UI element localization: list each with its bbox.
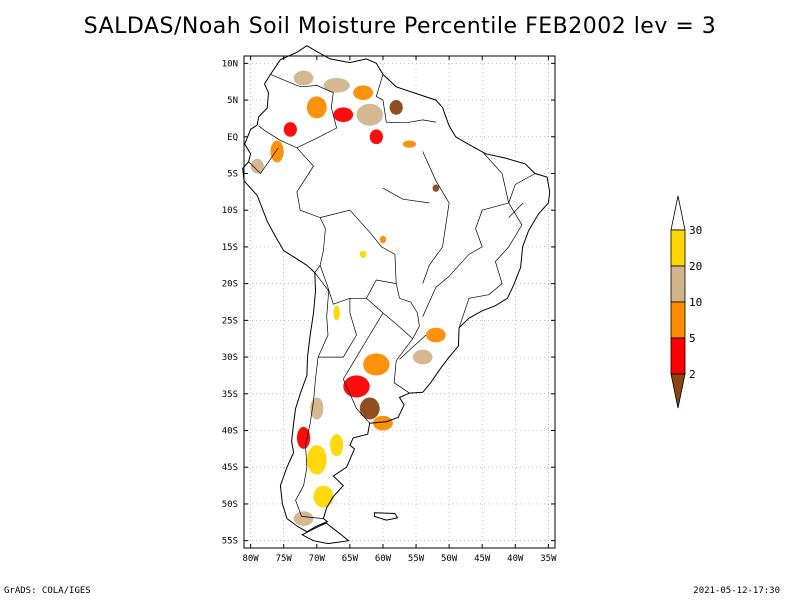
country-border xyxy=(468,151,510,255)
country-border xyxy=(295,272,330,519)
legend-swatch xyxy=(670,265,686,303)
country-border xyxy=(458,202,523,328)
lon-label: 55W xyxy=(408,554,425,564)
percentile-region xyxy=(373,415,393,431)
legend-swatch xyxy=(670,337,686,375)
country-border xyxy=(508,202,524,218)
lon-label: 70W xyxy=(309,554,326,564)
country-border xyxy=(422,151,450,284)
lat-label: EQ xyxy=(227,133,238,143)
percentile-region xyxy=(389,100,403,115)
percentile-region xyxy=(356,103,383,126)
lat-label: 10S xyxy=(222,206,238,216)
percentile-region xyxy=(369,129,383,145)
percentile-region xyxy=(306,96,327,119)
country-border xyxy=(342,312,384,424)
land-shading xyxy=(242,45,550,544)
coastline-outlines xyxy=(242,45,551,545)
legend-bottom-arrow xyxy=(670,373,686,409)
percentile-region xyxy=(343,375,370,398)
map-title: SALDAS/Noah Soil Moisture Percentile FEB… xyxy=(83,14,717,39)
percentile-region xyxy=(333,107,354,123)
country-border xyxy=(422,254,470,317)
lat-label: 50S xyxy=(222,500,238,510)
country-border xyxy=(393,338,413,394)
lat-label: 15S xyxy=(222,243,238,253)
percentile-region xyxy=(333,305,340,321)
lat-label: 20S xyxy=(222,280,238,290)
percentile-region xyxy=(353,85,374,101)
legend-label: 30 xyxy=(689,224,702,237)
lat-label: 25S xyxy=(222,316,238,326)
lon-label: 75W xyxy=(276,554,293,564)
longitude-labels: 80W 75W 70W 65W 60W 55W 50W 45W 40W 35W xyxy=(242,554,557,564)
lat-label: 5N xyxy=(227,96,238,106)
legend-label: 20 xyxy=(689,260,702,273)
legend-top-arrow xyxy=(670,195,686,231)
lat-label: 55S xyxy=(222,537,238,547)
country-border xyxy=(248,147,279,175)
percentile-region xyxy=(432,184,440,192)
falkland-islands-outline xyxy=(373,512,399,521)
percentile-region xyxy=(306,445,327,475)
percentile-region xyxy=(359,397,380,420)
legend-label: 2 xyxy=(689,368,696,381)
percentile-region xyxy=(250,158,264,174)
percentile-region xyxy=(359,250,367,258)
legend-swatch xyxy=(670,301,686,339)
percentile-region xyxy=(330,434,344,457)
percentile-region xyxy=(270,140,284,163)
map-frame xyxy=(243,55,556,549)
lat-label: 10N xyxy=(222,59,238,69)
axis-ticks xyxy=(244,56,555,548)
lat-label: 40S xyxy=(222,427,238,437)
country-border xyxy=(399,334,427,360)
country-border xyxy=(508,173,536,204)
percentile-region xyxy=(313,485,334,508)
country-border xyxy=(375,74,436,124)
percentile-region xyxy=(296,426,311,449)
percentile-region xyxy=(412,349,433,365)
color-legend: 30 20 10 5 2 xyxy=(670,195,702,409)
tierra-del-fuego-outline xyxy=(301,522,350,545)
footer-right: 2021-05-12-17:30 xyxy=(693,586,780,596)
country-border xyxy=(382,187,430,204)
footer-left: GrADS: COLA/IGES xyxy=(4,586,91,596)
percentile-region xyxy=(293,511,314,526)
percentile-region xyxy=(283,122,297,137)
latitude-labels: 10N 5N EQ 5S 10S 15S 20S 25S 30S 35S 40S 45S 50S 55S xyxy=(222,59,238,546)
continent-fill xyxy=(242,45,550,532)
lon-label: 65W xyxy=(342,554,359,564)
lat-label: 5S xyxy=(227,169,238,179)
percentile-region xyxy=(323,78,350,93)
lon-label: 60W xyxy=(375,554,392,564)
country-border xyxy=(318,298,357,358)
lon-label: 40W xyxy=(507,554,524,564)
lon-label: 45W xyxy=(474,554,491,564)
tierra-del-fuego-fill xyxy=(302,523,349,544)
lon-label: 50W xyxy=(441,554,458,564)
lat-label: 45S xyxy=(222,463,238,473)
legend-swatch xyxy=(670,229,686,267)
percentile-region xyxy=(363,353,390,376)
lon-label: 35W xyxy=(540,554,557,564)
percentile-region xyxy=(379,235,387,244)
country-border xyxy=(258,74,338,149)
lat-label: 35S xyxy=(222,390,238,400)
lon-label: 80W xyxy=(242,554,259,564)
percentile-region xyxy=(293,70,314,86)
legend-label: 10 xyxy=(689,296,702,309)
percentile-region xyxy=(402,140,417,148)
lat-label: 30S xyxy=(222,353,238,363)
legend-label: 5 xyxy=(689,332,696,345)
percentile-region xyxy=(425,327,446,343)
country-border xyxy=(366,297,420,340)
continent-outline xyxy=(242,45,551,533)
